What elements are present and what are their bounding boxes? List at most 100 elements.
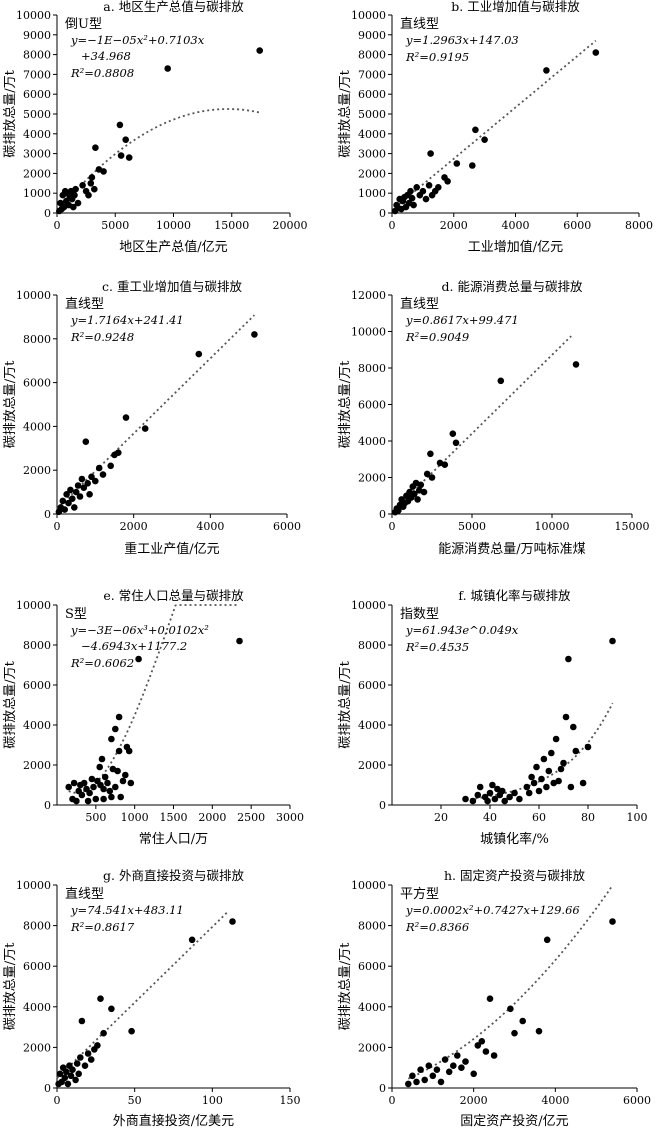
data-point <box>94 1042 101 1049</box>
scatter-panel-8: h. 固定资产投资与碳排放 0 2000 4000 6000 8000 10000 0 2000… <box>338 868 651 1129</box>
chart-title: h. 固定资产投资与碳排放 <box>444 868 585 883</box>
model-type-label: 平方型 <box>400 886 439 902</box>
data-point <box>474 791 482 799</box>
data-point <box>115 449 122 457</box>
x-tick-label: 0 <box>389 1094 396 1107</box>
data-point <box>104 779 111 787</box>
data-point <box>78 475 86 483</box>
x-tick-label: 4000 <box>502 219 530 232</box>
x-tick-label: 10000 <box>535 520 570 533</box>
model-type-label: 直线型 <box>65 297 104 312</box>
y-tick-label: 8000 <box>23 49 51 62</box>
data-point <box>188 936 196 944</box>
scatter-panel-7: g. 外商直接投资与碳排放 0 2000 4000 6000 8000 10000 0 50 10… <box>3 868 301 1129</box>
y-tick-label: 6000 <box>23 679 51 692</box>
y-axis-label: 碳排放总量/万t <box>338 660 353 748</box>
x-axis-label: 重工业产值/亿元 <box>124 541 219 557</box>
data-point <box>469 797 477 805</box>
y-tick-label: 0 <box>379 1082 386 1095</box>
y-tick-label: 10000 <box>351 9 386 22</box>
data-point <box>538 775 545 783</box>
data-point <box>90 783 97 791</box>
data-point <box>70 779 78 787</box>
data-point <box>96 763 103 771</box>
x-tick-label: 0 <box>389 219 396 232</box>
trend-line <box>394 40 597 209</box>
data-point <box>73 1060 81 1067</box>
x-axis-label: 工业增加值/亿元 <box>468 239 563 255</box>
y-tick-label: 8000 <box>23 639 51 652</box>
y-tick-label: 4000 <box>358 1001 386 1014</box>
x-tick-label: 2000 <box>198 811 226 824</box>
trend-line <box>59 108 260 209</box>
data-point <box>469 162 476 169</box>
data-point <box>125 747 133 755</box>
data-point <box>164 65 171 72</box>
x-tick-label: 6000 <box>273 520 301 533</box>
data-point <box>435 184 442 191</box>
y-tick-label: 0 <box>44 1082 51 1095</box>
data-point <box>229 918 236 925</box>
data-point <box>557 765 565 773</box>
data-point <box>535 787 543 795</box>
y-tick-label: 2000 <box>358 1041 386 1054</box>
trend-line <box>465 702 614 801</box>
data-point <box>71 504 78 511</box>
r-squared-text: R²=0.9049 <box>405 330 469 344</box>
x-tick-label: 0 <box>54 520 61 533</box>
chart-title: d. 能源消费总量与碳排放 <box>442 279 583 294</box>
data-point <box>82 438 90 446</box>
data-point <box>71 191 78 199</box>
data-point <box>540 755 548 763</box>
y-tick-label: 3000 <box>358 148 386 161</box>
data-point <box>100 168 107 175</box>
x-tick-label: 60 <box>532 811 546 824</box>
data-point <box>61 506 68 513</box>
y-tick-label: 6000 <box>358 679 386 692</box>
x-tick-label: 3000 <box>276 811 304 824</box>
data-point <box>453 160 461 167</box>
data-point <box>609 637 616 645</box>
equation-text: y=0.0002x²+0.7427x+129.66 <box>405 903 580 917</box>
data-point <box>572 747 580 755</box>
y-tick-label: 8000 <box>358 362 386 375</box>
data-point <box>59 497 67 505</box>
x-tick-label: 0 <box>54 1094 61 1107</box>
x-tick-label: 50 <box>128 1094 142 1107</box>
y-tick-label: 4000 <box>358 719 386 732</box>
scatter-panel-6: f. 城镇化率与碳排放 0 2000 4000 6000 8000 10000 20 40 60 8… <box>338 588 648 847</box>
data-point <box>476 783 484 791</box>
y-tick-label: 8000 <box>23 333 51 346</box>
y-axis-label: 碳排放总量/万t <box>3 360 18 448</box>
y-axis-label: 碳排放总量/万t <box>338 69 353 157</box>
y-axis-label: 碳排放总量/万t <box>338 942 353 1030</box>
y-tick-label: 0 <box>379 207 386 220</box>
data-point <box>410 201 417 209</box>
data-point <box>86 789 93 797</box>
data-point <box>584 743 592 751</box>
data-point <box>77 1054 84 1061</box>
data-point <box>78 791 86 799</box>
x-tick-label: 8000 <box>625 219 653 232</box>
data-point <box>422 195 430 203</box>
data-point <box>92 477 99 485</box>
data-point <box>417 481 425 489</box>
y-tick-label: 2000 <box>23 464 51 477</box>
data-point <box>108 793 115 801</box>
data-point <box>95 464 103 472</box>
data-point <box>462 1058 469 1065</box>
data-point <box>444 178 451 185</box>
data-point <box>427 150 434 157</box>
data-point <box>70 203 77 211</box>
x-tick-label: 0 <box>389 520 396 533</box>
data-point <box>67 486 74 494</box>
data-point <box>56 1070 64 1078</box>
x-tick-label: 5000 <box>458 520 486 533</box>
equation-text: y=1.7164x+241.41 <box>70 313 184 327</box>
chart-title: g. 外商直接投资与碳排放 <box>103 868 244 883</box>
data-point <box>481 136 488 143</box>
data-point <box>409 1072 416 1080</box>
data-point <box>560 759 567 767</box>
equation-text: y=1.2963x+147.03 <box>405 33 519 47</box>
y-tick-label: 8000 <box>23 920 51 933</box>
